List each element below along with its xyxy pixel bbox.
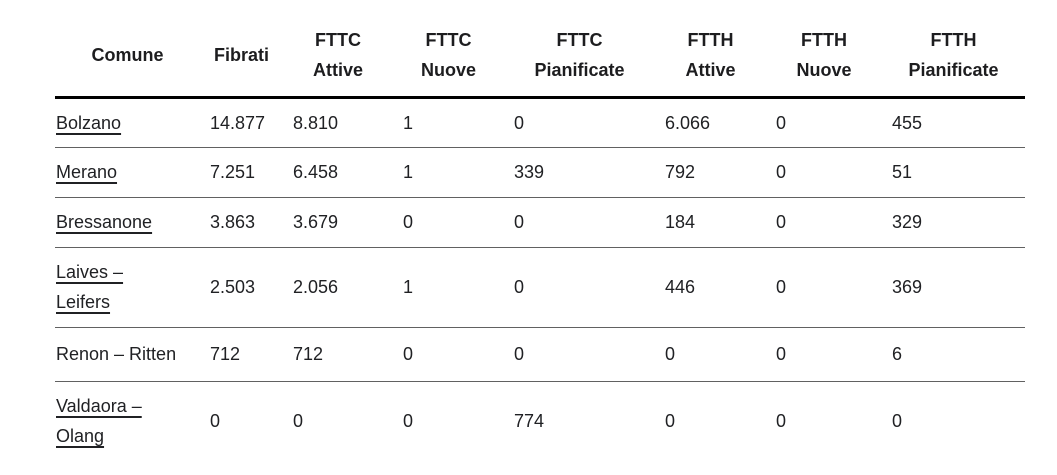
cell-ftth-nuove: 0 [776, 112, 787, 133]
comune-link-bressanone[interactable]: Bressanone [56, 212, 153, 232]
cell-fttc-attive: 3.679 [293, 212, 339, 232]
cell-fttc-pianificate: 0 [514, 112, 525, 133]
cell-ftth-pianificate: 6 [892, 344, 903, 364]
cell-fttc-nuove: 0 [403, 411, 414, 432]
cell-fttc-attive: 2.056 [293, 277, 339, 297]
table-row: Laives – Leifers 2.503 2.056 1 0 446 0 3… [55, 247, 1025, 327]
cell-fttc-pianificate: 0 [514, 344, 525, 364]
comune-cell: Merano [55, 147, 200, 197]
cell-fttc-pianificate: 774 [514, 411, 545, 432]
comune-link-bolzano[interactable]: Bolzano [56, 112, 122, 133]
cell-fttc-nuove: 0 [403, 212, 414, 232]
cell-fttc-pianificate: 339 [514, 162, 545, 182]
cell-ftth-pianificate: 455 [892, 112, 923, 133]
cell-ftth-nuove: 0 [776, 277, 787, 297]
cell-ftth-pianificate: 329 [892, 212, 923, 232]
comuni-table: Comune Fibrati FTTC Attive FTTC Nuove FT… [55, 14, 1025, 461]
cell-fttc-attive: 6.458 [293, 162, 339, 182]
header-row: Comune Fibrati FTTC Attive FTTC Nuove FT… [55, 14, 1025, 97]
column-header-comune: Comune [91, 44, 164, 65]
comune-link-merano[interactable]: Merano [56, 162, 118, 182]
cell-fibrati: 7.251 [210, 162, 256, 182]
cell-ftth-pianificate: 51 [892, 162, 913, 182]
column-header-ftth-nuove: FTTH Nuove [796, 29, 852, 80]
comune-cell: Laives – Leifers [55, 247, 200, 327]
table-row: Renon – Ritten 712 712 0 0 0 0 6 [55, 327, 1025, 381]
comune-cell: Valdaora – Olang [55, 381, 200, 461]
cell-fibrati: 712 [210, 344, 241, 364]
table-row: Merano 7.251 6.458 1 339 792 0 51 [55, 147, 1025, 197]
cell-ftth-attive: 0 [665, 411, 676, 432]
cell-fttc-nuove: 1 [403, 277, 414, 297]
cell-fttc-pianificate: 0 [514, 277, 525, 297]
comune-cell: Renon – Ritten [55, 327, 200, 381]
cell-ftth-pianificate: 369 [892, 277, 923, 297]
cell-ftth-attive: 446 [665, 277, 696, 297]
cell-fibrati: 3.863 [210, 212, 256, 232]
cell-ftth-attive: 792 [665, 162, 696, 182]
cell-ftth-attive: 6.066 [665, 112, 711, 133]
column-header-fttc-attive: FTTC Attive [312, 29, 363, 80]
table-row: Valdaora – Olang 0 0 0 774 0 0 0 [55, 381, 1025, 461]
table-row: Bressanone 3.863 3.679 0 0 184 0 329 [55, 197, 1025, 247]
column-header-fibrati: Fibrati [213, 44, 269, 65]
column-header-ftth-attive: FTTH Attive [685, 29, 736, 80]
comune-cell: Bolzano [55, 97, 200, 147]
column-header-fttc-nuove: FTTC Nuove [420, 29, 476, 80]
cell-fibrati: 0 [210, 411, 221, 432]
cell-fttc-nuove: 1 [403, 162, 414, 182]
cell-fttc-nuove: 0 [403, 344, 414, 364]
cell-fibrati: 2.503 [210, 277, 256, 297]
comune-link-valdaora-olang[interactable]: Valdaora – Olang [56, 396, 142, 447]
table-row: Bolzano 14.877 8.810 1 0 6.066 0 455 [55, 97, 1025, 147]
cell-fttc-attive: 712 [293, 344, 324, 364]
cell-fttc-pianificate: 0 [514, 212, 525, 232]
cell-ftth-attive: 184 [665, 212, 696, 232]
cell-fttc-attive: 8.810 [293, 112, 339, 133]
cell-fibrati: 14.877 [210, 112, 266, 133]
cell-ftth-nuove: 0 [776, 344, 787, 364]
cell-fttc-nuove: 1 [403, 112, 414, 133]
cell-ftth-nuove: 0 [776, 411, 787, 432]
cell-ftth-pianificate: 0 [892, 411, 903, 432]
cell-fttc-attive: 0 [293, 411, 304, 432]
comune-cell: Bressanone [55, 197, 200, 247]
cell-ftth-nuove: 0 [776, 212, 787, 232]
column-header-fttc-pianificate: FTTC Pianificate [534, 29, 625, 80]
comune-label-renon-ritten: Renon – Ritten [56, 344, 177, 364]
column-header-ftth-pianificate: FTTH Pianificate [908, 29, 999, 80]
cell-ftth-nuove: 0 [776, 162, 787, 182]
cell-ftth-attive: 0 [665, 344, 676, 364]
comune-link-laives-leifers[interactable]: Laives – Leifers [56, 262, 124, 312]
